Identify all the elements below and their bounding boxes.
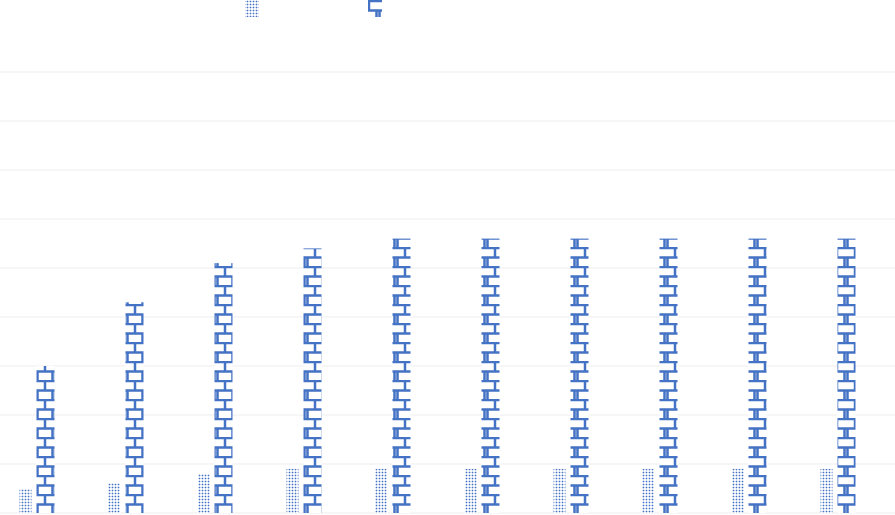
bar [36, 366, 55, 513]
bar [659, 238, 678, 513]
bar [553, 468, 566, 513]
bar [375, 468, 388, 513]
bar [286, 468, 299, 513]
bar [108, 483, 121, 513]
bar [392, 238, 411, 513]
bar [748, 238, 767, 513]
bar [837, 238, 856, 513]
bar [731, 468, 744, 513]
bar [303, 248, 322, 513]
bar [481, 238, 500, 513]
bar [125, 302, 144, 513]
bar [214, 263, 233, 513]
legend-swatch [245, 0, 259, 17]
bar [464, 468, 477, 513]
bar [19, 488, 32, 513]
bar [197, 473, 210, 513]
bar [570, 238, 589, 513]
bar [642, 468, 655, 513]
bar [820, 468, 833, 513]
legend-swatch [368, 0, 382, 17]
